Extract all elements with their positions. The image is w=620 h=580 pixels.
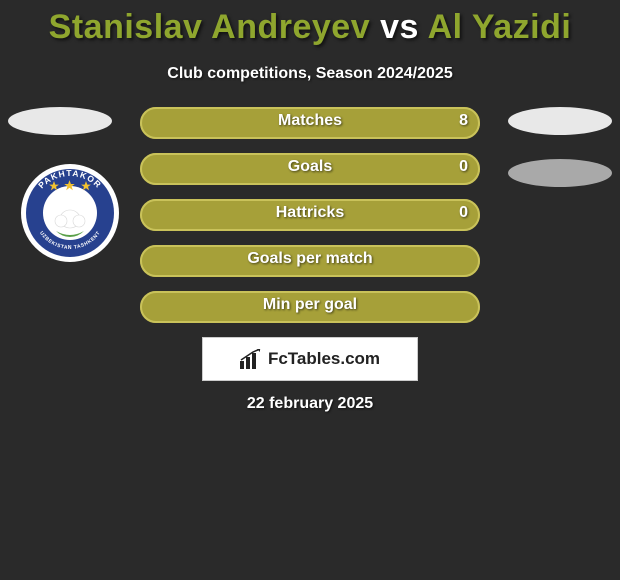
player2-name: Al Yazidi — [428, 8, 572, 46]
chart-icon — [240, 349, 262, 369]
stat-label: Matches — [140, 112, 480, 130]
player1-club-badge: PAKHTAKOR UZBEKISTAN TASHKENT — [20, 163, 120, 263]
site-logo-text: FcTables.com — [268, 349, 380, 369]
stat-row: Min per goal — [140, 291, 480, 323]
stat-label: Goals per match — [140, 250, 480, 268]
stat-right-value: 0 — [459, 204, 468, 222]
stat-label: Min per goal — [140, 296, 480, 314]
stat-right-value: 8 — [459, 112, 468, 130]
player2-photo-placeholder — [508, 107, 612, 135]
comparison-title: Stanislav Andreyev vs Al Yazidi — [0, 0, 620, 47]
vs-text: vs — [380, 8, 419, 46]
site-logo: FcTables.com — [202, 337, 418, 381]
date-text: 22 february 2025 — [0, 395, 620, 413]
stat-row: Goals0 — [140, 153, 480, 185]
stat-label: Hattricks — [140, 204, 480, 222]
stat-label: Goals — [140, 158, 480, 176]
stat-row: Goals per match — [140, 245, 480, 277]
stat-bars: Matches8Goals0Hattricks0Goals per matchM… — [140, 107, 480, 323]
player1-photo-placeholder — [8, 107, 112, 135]
subtitle: Club competitions, Season 2024/2025 — [0, 65, 620, 83]
stat-row: Hattricks0 — [140, 199, 480, 231]
player1-name: Stanislav Andreyev — [49, 8, 370, 46]
player2-club-placeholder — [508, 159, 612, 187]
stat-right-value: 0 — [459, 158, 468, 176]
content-area: PAKHTAKOR UZBEKISTAN TASHKENT Matches8 Go… — [0, 107, 620, 413]
stat-row: Matches8 — [140, 107, 480, 139]
